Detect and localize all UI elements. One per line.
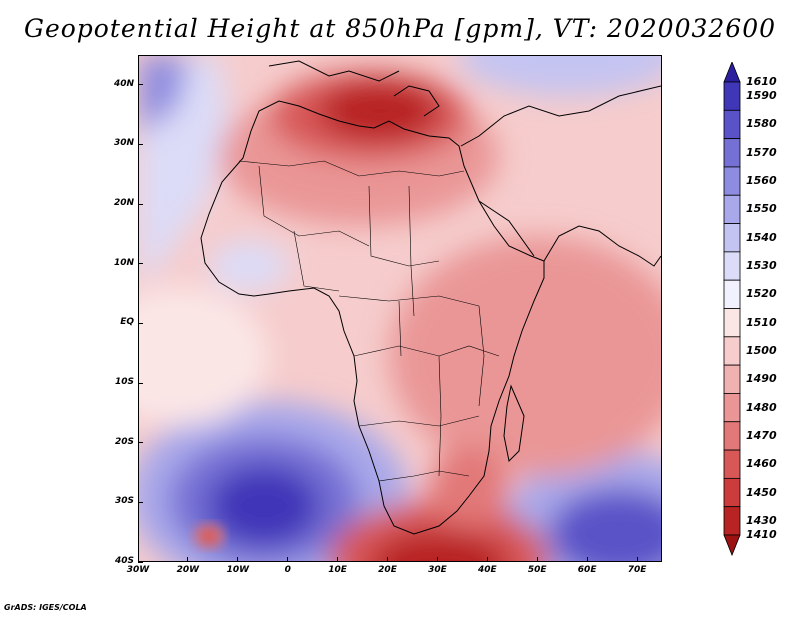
colorbar-label: 1430 [746, 513, 777, 527]
colorbar-swatch [723, 364, 741, 394]
lat-tick-label: 10S [114, 377, 134, 388]
lon-tick-mark [287, 557, 289, 562]
lon-tick-mark [436, 557, 438, 562]
lon-tick-mark [536, 557, 538, 562]
colorbar-label: 1580 [746, 117, 777, 131]
lon-tick-label: 30W [126, 565, 150, 575]
colorbar-label: 1610 [746, 75, 777, 88]
colorbar-label: 1550 [746, 202, 777, 216]
colorbar-swatch [723, 449, 741, 479]
colorbar-swatch [723, 421, 741, 451]
lat-tick-mark [138, 263, 143, 265]
lon-tick-mark [387, 557, 389, 562]
colorbar-swatches [723, 62, 741, 557]
colorbar-swatch [723, 506, 741, 536]
colorbar-swatch [723, 308, 741, 338]
colorbar-label: 1520 [746, 287, 777, 301]
lon-tick-mark [237, 557, 239, 562]
lat-tick-mark [138, 84, 143, 86]
lon-tick-label: 20W [176, 565, 200, 575]
colorbar-swatch [723, 194, 741, 224]
lat-tick-mark [138, 143, 143, 145]
colorbar-swatch [723, 477, 741, 508]
lon-tick-label: 30E [428, 565, 447, 575]
colorbar-label: 1570 [746, 145, 777, 159]
lat-tick-label: 30N [113, 138, 134, 149]
colorbar-swatch [723, 393, 741, 423]
colorbar-label: 1590 [746, 89, 777, 103]
colorbar-label: 1510 [746, 315, 777, 329]
lon-tick-label: 50E [527, 565, 547, 575]
colorbar-swatch [723, 279, 741, 309]
colorbar-label: 1410 [746, 528, 777, 541]
lat-tick-label: 30S [114, 496, 134, 507]
lon-tick-mark [337, 557, 339, 562]
lat-tick-label: 20S [114, 436, 134, 447]
colorbar-label: 1530 [746, 259, 777, 273]
small-features [194, 524, 224, 548]
lon-tick-mark [137, 557, 139, 562]
colorbar-swatch [723, 336, 741, 366]
lat-tick-mark [138, 203, 143, 205]
lon-tick-mark [187, 557, 189, 562]
lat-tick-label: 10N [113, 257, 134, 268]
lat-tick-mark [138, 382, 143, 384]
lon-tick-mark [586, 557, 588, 562]
lon-tick-label: 10E [328, 565, 347, 575]
lat-tick-label: 40N [113, 78, 134, 89]
lat-tick-mark [138, 501, 143, 503]
lon-tick-label: 20E [378, 565, 397, 575]
lon-tick-label: 70E [627, 565, 647, 575]
colorbar-label: 1500 [746, 343, 777, 357]
lon-tick-label: 10W [226, 565, 250, 575]
colorbar-swatch [723, 534, 741, 557]
map-canvas [139, 56, 661, 561]
lon-tick-label: 0 [284, 565, 291, 575]
lat-tick-label: 40S [114, 556, 134, 566]
grads-credit: GrADS: IGES/COLA [4, 603, 87, 612]
colorbar-swatch [723, 138, 741, 168]
colorbar-label: 1480 [746, 400, 777, 414]
field-shading [139, 56, 661, 561]
lat-tick-mark [138, 561, 143, 563]
colorbar-label: 1460 [746, 457, 777, 471]
lat-tick-label: 20N [113, 198, 134, 209]
coastlines [200, 60, 661, 535]
lon-tick-mark [486, 557, 488, 562]
colorbar-swatch [723, 223, 741, 253]
lon-tick-label: 40E [477, 565, 497, 575]
geopotential-map [138, 55, 662, 562]
colorbar-label: 1470 [746, 428, 777, 442]
country-borders [238, 160, 500, 482]
colorbar-swatch [723, 81, 741, 111]
colorbar-label: 1560 [746, 174, 777, 188]
colorbar-swatch [723, 109, 741, 140]
colorbar-swatch [723, 166, 741, 196]
lat-tick-mark [138, 442, 143, 444]
lon-tick-label: 60E [577, 565, 597, 575]
colorbar-label: 1490 [746, 372, 777, 386]
colorbar: 1610 1590 1580 1570 1560 1550 1540 1530 1520 1510… [722, 62, 800, 562]
lat-tick-label: EQ [120, 317, 134, 328]
lon-tick-mark [636, 557, 638, 562]
colorbar-swatch [723, 62, 741, 83]
colorbar-swatch [723, 251, 741, 281]
colorbar-label: 1540 [746, 230, 777, 244]
lat-tick-mark [138, 322, 143, 324]
map-title: Geopotential Height at 850hPa [gpm], VT:… [23, 14, 777, 43]
colorbar-label: 1450 [746, 485, 777, 499]
